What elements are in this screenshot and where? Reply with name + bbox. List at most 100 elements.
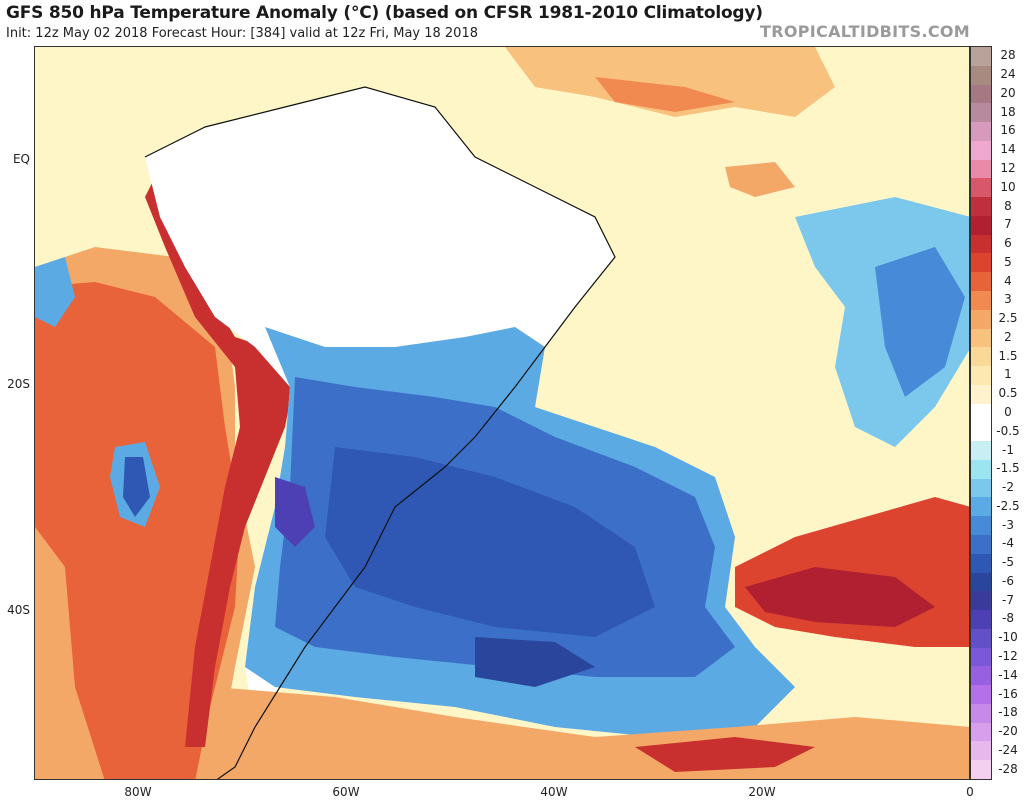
colorbar-segment	[971, 478, 991, 498]
colorbar-label: 1.5	[998, 348, 1018, 363]
colorbar-segment	[971, 516, 991, 536]
colorbar-segment	[971, 647, 991, 667]
colorbar-segment	[971, 760, 991, 780]
colorbar-segment	[971, 741, 991, 761]
colorbar-label: -14	[998, 667, 1018, 682]
colorbar-label: 2.5	[998, 311, 1018, 326]
colorbar-label: -24	[998, 742, 1018, 757]
cold-anomaly-purple	[275, 477, 315, 547]
cool-patch-nw	[35, 257, 75, 327]
lat-label-eq: EQ	[12, 152, 30, 166]
forecast-info: Init: 12z May 02 2018 Forecast Hour: [38…	[6, 26, 478, 41]
lat-label-20s: 20S	[7, 377, 30, 391]
colorbar-segment	[971, 234, 991, 254]
colorbar-segment	[971, 572, 991, 592]
colorbar-label: -3	[1002, 517, 1014, 532]
warm-core-north	[595, 77, 735, 112]
colorbar-label: -8	[1002, 611, 1014, 626]
colorbar-label: -28	[998, 761, 1018, 776]
lat-label-40s: 40S	[7, 603, 30, 617]
colorbar-label: 0	[1004, 405, 1012, 419]
colorbar-label: -7	[1002, 592, 1014, 607]
cool-band-east-core	[875, 247, 965, 397]
colorbar-segment	[971, 384, 991, 405]
colorbar-segment	[971, 159, 991, 179]
colorbar-segment	[971, 422, 991, 442]
colorbar-label: -1	[1002, 442, 1014, 457]
lon-label-0: 0	[966, 785, 974, 799]
colorbar-segment	[971, 591, 991, 611]
colorbar-segment	[971, 628, 991, 649]
colorbar-segment	[971, 47, 991, 67]
colorbar-segment	[971, 140, 991, 161]
colorbar-segment	[971, 441, 991, 461]
colorbar-label: -0.5	[996, 423, 1020, 438]
colorbar-segment	[971, 535, 991, 555]
colorbar-label: 16	[1000, 123, 1016, 138]
map-title: GFS 850 hPa Temperature Anomaly (°C) (ba…	[6, 3, 763, 23]
cold-anomaly-south	[475, 637, 595, 687]
colorbar-segment	[971, 328, 991, 348]
colorbar-label: 8	[1004, 198, 1012, 213]
colorbar-segment	[971, 347, 991, 367]
colorbar-label: 0.5	[998, 386, 1018, 401]
colorbar-label: 28	[1000, 48, 1016, 63]
colorbar-segment	[971, 253, 991, 273]
colorbar-segment	[971, 65, 991, 86]
colorbar	[970, 46, 992, 780]
colorbar-label: -5	[1002, 555, 1014, 570]
colorbar-label: 12	[1000, 161, 1016, 175]
colorbar-label: 20	[1000, 85, 1016, 100]
colorbar-label: 24	[1000, 67, 1016, 82]
colorbar-segment	[971, 685, 991, 705]
anomaly-map[interactable]	[34, 46, 970, 780]
colorbar-segment	[971, 403, 991, 423]
warm-blob-atlantic	[725, 162, 795, 197]
cool-core-pacific	[123, 457, 150, 517]
colorbar-label: 14	[1000, 142, 1016, 157]
colorbar-segment	[971, 309, 991, 330]
colorbar-segment	[971, 215, 991, 236]
anomaly-field	[35, 47, 969, 779]
colorbar-label: -10	[998, 630, 1018, 645]
colorbar-label: -6	[1002, 573, 1014, 588]
colorbar-segment	[971, 497, 991, 517]
colorbar-segment	[971, 122, 991, 142]
pacific-warm-inner	[35, 282, 240, 779]
lon-label-80w: 80W	[124, 785, 152, 799]
colorbar-label: -16	[998, 686, 1018, 701]
lon-label-60w: 60W	[332, 785, 360, 799]
lon-label-20w: 20W	[748, 785, 776, 799]
colorbar-label: -20	[998, 724, 1018, 739]
warm-core-south	[635, 737, 815, 772]
colorbar-label: 7	[1004, 217, 1012, 232]
colorbar-label: 10	[1000, 179, 1016, 194]
colorbar-label: 4	[1004, 273, 1012, 288]
colorbar-label: -2.5	[996, 498, 1020, 513]
andes-warm-strip	[145, 177, 295, 747]
colorbar-label: 5	[1004, 254, 1012, 269]
colorbar-segment	[971, 272, 991, 292]
colorbar-label: -4	[1002, 536, 1014, 551]
colorbar-segment	[971, 84, 991, 104]
colorbar-segment	[971, 703, 991, 724]
lon-label-40w: 40W	[540, 785, 568, 799]
colorbar-label: -2	[1002, 480, 1014, 495]
colorbar-label: 6	[1004, 236, 1012, 251]
colorbar-label: -1.5	[996, 461, 1020, 476]
site-watermark[interactable]: TROPICALTIDBITS.COM	[760, 22, 970, 41]
cold-anomaly-core	[325, 447, 655, 637]
colorbar-segment	[971, 610, 991, 630]
colorbar-segment	[971, 366, 991, 386]
colorbar-segment	[971, 178, 991, 198]
coastline	[144, 86, 616, 779]
colorbar-label: -18	[998, 705, 1018, 720]
colorbar-segment	[971, 666, 991, 686]
warm-anomaly-north	[505, 47, 835, 117]
colorbar-segment	[971, 291, 991, 311]
warm-core-east	[745, 567, 935, 627]
colorbar-segment	[971, 459, 991, 480]
colorbar-label: -12	[998, 649, 1018, 663]
colorbar-segment	[971, 197, 991, 217]
colorbar-label: 1	[1004, 367, 1012, 382]
